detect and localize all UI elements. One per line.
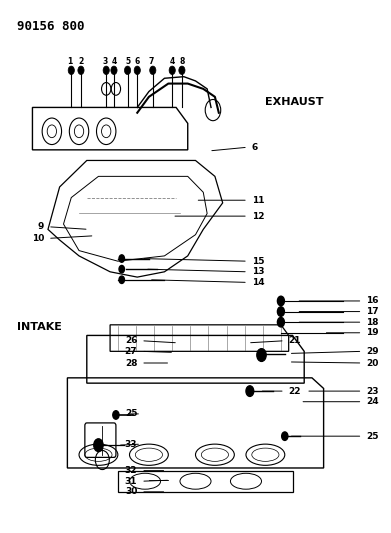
Circle shape [257,349,266,361]
Text: 4: 4 [111,57,117,66]
Text: 2: 2 [78,57,84,66]
Text: 33: 33 [125,440,137,449]
Text: 20: 20 [366,359,379,367]
Circle shape [113,411,119,419]
Text: 4: 4 [170,57,175,66]
Text: 25: 25 [366,432,379,441]
Text: 22: 22 [289,386,301,395]
Circle shape [94,439,103,451]
Circle shape [169,66,175,75]
Text: 31: 31 [125,477,137,486]
Text: 21: 21 [289,336,301,345]
Circle shape [278,296,284,306]
Circle shape [103,66,109,75]
Text: 12: 12 [252,212,264,221]
Circle shape [282,432,288,440]
Text: 27: 27 [125,347,137,356]
Text: 18: 18 [366,318,379,327]
Text: 1: 1 [67,57,72,66]
Circle shape [78,66,84,75]
Circle shape [119,255,124,262]
Text: 19: 19 [366,328,379,337]
Text: 24: 24 [366,397,379,406]
Text: 90156 800: 90156 800 [17,20,84,33]
Circle shape [119,276,124,284]
Text: 32: 32 [125,466,137,475]
Circle shape [119,265,124,273]
Text: 15: 15 [252,257,264,265]
Circle shape [278,317,284,327]
Text: 6: 6 [252,143,258,152]
Text: 3: 3 [103,57,108,66]
Text: 25: 25 [125,409,137,418]
Text: 8: 8 [179,57,185,66]
Circle shape [111,66,117,75]
Text: 13: 13 [252,268,264,276]
Circle shape [179,66,185,75]
Text: 17: 17 [366,307,379,316]
Text: 28: 28 [125,359,137,367]
Text: 29: 29 [366,347,379,356]
Text: 26: 26 [125,336,137,345]
Text: 5: 5 [125,57,130,66]
Text: EXHAUST: EXHAUST [265,97,324,107]
Text: 6: 6 [135,57,140,66]
Text: 14: 14 [252,278,264,287]
Text: 7: 7 [148,57,154,66]
Text: 23: 23 [366,386,379,395]
Circle shape [134,66,140,75]
Text: 9: 9 [38,222,44,231]
Circle shape [278,307,284,317]
Circle shape [124,66,131,75]
Circle shape [68,66,74,75]
Text: 11: 11 [252,196,264,205]
Circle shape [150,66,156,75]
Text: 30: 30 [125,487,137,496]
Text: 16: 16 [366,296,379,305]
Circle shape [246,386,254,397]
Text: 10: 10 [32,234,44,243]
Text: INTAKE: INTAKE [17,322,62,333]
